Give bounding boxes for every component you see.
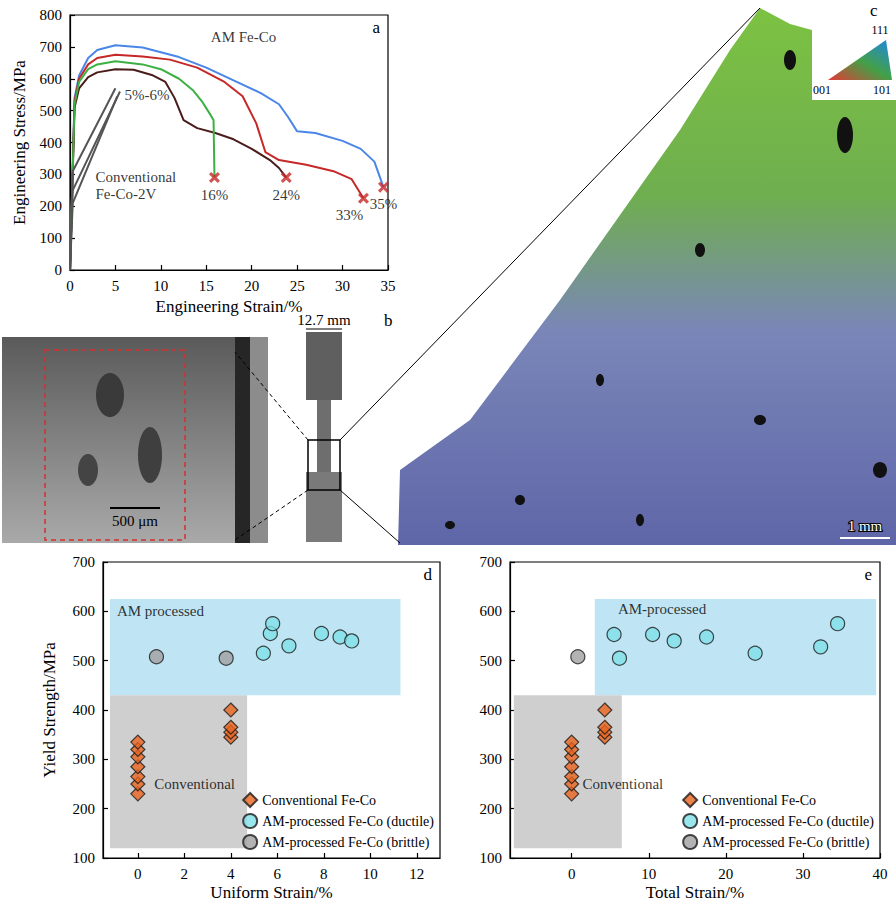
svg-text:8: 8	[320, 866, 328, 882]
svg-text:001: 001	[813, 83, 831, 97]
svg-text:10: 10	[153, 278, 168, 294]
svg-text:AM-processed Fe-Co (brittle): AM-processed Fe-Co (brittle)	[702, 835, 870, 851]
svg-text:0: 0	[66, 278, 74, 294]
svg-text:111: 111	[871, 23, 888, 37]
svg-text:Conventional Fe-Co: Conventional Fe-Co	[702, 793, 816, 808]
svg-text:AM Fe-Co: AM Fe-Co	[211, 29, 276, 45]
svg-text:Conventional Fe-Co: Conventional Fe-Co	[262, 793, 376, 808]
svg-text:700: 700	[73, 554, 96, 570]
svg-text:Conventional: Conventional	[95, 169, 176, 185]
svg-text:4: 4	[227, 866, 235, 882]
svg-text:Conventional: Conventional	[154, 776, 235, 792]
svg-text:600: 600	[480, 603, 503, 619]
svg-text:300: 300	[40, 166, 63, 182]
svg-text:500 μm: 500 μm	[112, 513, 158, 529]
svg-text:40: 40	[873, 866, 888, 882]
svg-text:200: 200	[40, 198, 63, 214]
svg-text:400: 400	[40, 135, 63, 151]
svg-text:24%: 24%	[272, 187, 300, 203]
svg-text:AM-processed: AM-processed	[618, 601, 707, 617]
svg-text:AM processed: AM processed	[117, 603, 205, 619]
svg-text:10: 10	[363, 866, 378, 882]
svg-text:Fe-Co-2V: Fe-Co-2V	[95, 186, 156, 202]
svg-text:0: 0	[568, 866, 576, 882]
svg-text:500: 500	[480, 653, 503, 669]
svg-text:0: 0	[134, 866, 142, 882]
svg-text:5%-6%: 5%-6%	[125, 87, 170, 103]
svg-text:15: 15	[199, 278, 214, 294]
svg-text:700: 700	[480, 554, 503, 570]
svg-text:Engineering Strain/%: Engineering Strain/%	[156, 297, 303, 316]
svg-text:2: 2	[181, 866, 189, 882]
svg-text:e: e	[864, 565, 872, 584]
svg-text:10: 10	[641, 866, 656, 882]
svg-text:500: 500	[40, 103, 63, 119]
svg-text:6: 6	[274, 866, 282, 882]
svg-text:33%: 33%	[336, 207, 364, 223]
svg-text:20: 20	[244, 278, 259, 294]
svg-text:Total Strain/%: Total Strain/%	[646, 883, 744, 902]
svg-text:AM-processed Fe-Co (brittle): AM-processed Fe-Co (brittle)	[262, 835, 430, 851]
svg-text:800: 800	[40, 7, 63, 23]
svg-text:d: d	[424, 565, 433, 584]
svg-text:300: 300	[73, 751, 96, 767]
svg-text:400: 400	[73, 702, 96, 718]
svg-text:Engineering Stress/MPa: Engineering Stress/MPa	[10, 60, 29, 225]
svg-text:200: 200	[480, 801, 503, 817]
svg-text:700: 700	[40, 39, 63, 55]
svg-text:0: 0	[55, 262, 63, 278]
svg-text:200: 200	[73, 801, 96, 817]
svg-text:25: 25	[290, 278, 305, 294]
svg-text:AM-processed Fe-Co (ductile): AM-processed Fe-Co (ductile)	[262, 814, 434, 830]
svg-text:30: 30	[335, 278, 350, 294]
svg-text:101: 101	[873, 83, 891, 97]
svg-text:1 mm: 1 mm	[848, 518, 883, 534]
svg-text:600: 600	[40, 71, 63, 87]
svg-text:a: a	[372, 18, 380, 37]
svg-text:Yield Strength/MPa: Yield Strength/MPa	[40, 642, 59, 778]
svg-text:5: 5	[112, 278, 120, 294]
svg-text:30: 30	[795, 866, 810, 882]
svg-text:35: 35	[381, 278, 396, 294]
svg-text:16%: 16%	[201, 187, 229, 203]
svg-text:Uniform Strain/%: Uniform Strain/%	[210, 883, 332, 902]
svg-text:35%: 35%	[370, 196, 398, 212]
svg-text:400: 400	[480, 702, 503, 718]
svg-text:100: 100	[480, 850, 503, 866]
svg-text:c: c	[870, 1, 878, 20]
svg-text:Conventional: Conventional	[582, 776, 663, 792]
svg-text:b: b	[384, 311, 393, 330]
svg-text:100: 100	[40, 230, 63, 246]
svg-text:500: 500	[73, 653, 96, 669]
svg-text:AM-processed Fe-Co (ductile): AM-processed Fe-Co (ductile)	[702, 814, 874, 830]
svg-text:100: 100	[73, 850, 96, 866]
svg-text:12: 12	[409, 866, 424, 882]
svg-text:300: 300	[480, 751, 503, 767]
svg-text:12.7 mm: 12.7 mm	[297, 312, 351, 328]
svg-text:600: 600	[73, 603, 96, 619]
svg-text:20: 20	[718, 866, 733, 882]
